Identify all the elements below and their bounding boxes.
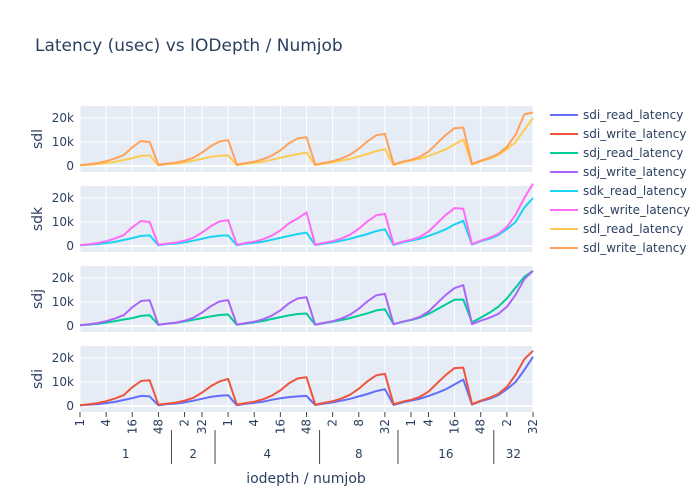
x-tick-label: 32 (526, 419, 540, 434)
x-tick-label: 2 (500, 419, 514, 427)
x-tick-label: 2 (326, 419, 340, 427)
numjob-group-label: 1 (122, 447, 130, 461)
chart-panels: 0 10k 20k sdl 0 10k 20k sdk 0 10k 20k sdj 0 10k 20k sdi (30, 106, 534, 413)
legend-label: sdi_read_latency (583, 108, 683, 122)
numjob-group-label: 2 (189, 447, 197, 461)
x-tick-label: 2 (178, 419, 192, 427)
series-line-sdk-read-latency (79, 197, 534, 247)
y-axis-title: sdi (30, 369, 46, 389)
x-tick-label: 16 (273, 419, 287, 434)
x-axis: 1 4 16 48 2 32 1 4 16 48 2 8 32 1 4 16 48 2 321 2 4 8 16 32 (73, 412, 540, 464)
legend-item-sdk-read-latency[interactable]: sdk_read_latency (550, 184, 687, 198)
series-line-sdj-read-latency (79, 269, 534, 327)
numjob-group-label: 4 (263, 447, 271, 461)
numjob-group-label: 32 (506, 447, 521, 461)
x-tick-label: 1 (73, 419, 87, 427)
panel-3: 0 10k 20k sdj (30, 266, 534, 333)
x-tick-label: 4 (99, 419, 113, 427)
x-tick-label: 1 (221, 419, 235, 427)
y-axis-title: sdk (30, 206, 46, 231)
y-tick-label: 0 (66, 159, 74, 173)
legend-label: sdk_read_latency (583, 184, 687, 198)
x-tick-label: 48 (474, 419, 488, 434)
x-tick-label: 8 (352, 419, 366, 427)
y-tick-label: 10k (52, 375, 74, 389)
legend-item-sdl-read-latency[interactable]: sdl_read_latency (550, 222, 683, 236)
legend-label: sdj_read_latency (583, 146, 683, 160)
y-tick-label: 20k (52, 111, 74, 125)
legend-label: sdl_read_latency (583, 222, 683, 236)
legend-label: sdj_write_latency (583, 165, 686, 179)
x-axis-title: iodepth / numjob (246, 471, 366, 487)
y-tick-label: 10k (52, 295, 74, 309)
x-tick-label: 4 (247, 419, 261, 427)
y-tick-label: 20k (52, 351, 74, 365)
y-tick-label: 20k (52, 191, 74, 205)
numjob-group-label: 8 (355, 447, 363, 461)
x-tick-label: 4 (421, 419, 435, 427)
x-tick-label: 1 (404, 419, 418, 427)
chart-title: Latency (usec) vs IODepth / Numjob (35, 36, 343, 56)
y-axis-title: sdl (30, 129, 46, 149)
legend-label: sdl_write_latency (583, 241, 686, 255)
x-tick-label: 16 (125, 419, 139, 434)
legend-item-sdj-write-latency[interactable]: sdj_write_latency (550, 165, 686, 179)
legend-label: sdk_write_latency (583, 203, 690, 217)
y-tick-label: 10k (52, 135, 74, 149)
x-tick-label: 48 (300, 419, 314, 434)
x-tick-label: 48 (151, 419, 165, 434)
x-tick-label: 32 (195, 419, 209, 434)
series-line-sdi-write-latency (79, 350, 534, 407)
y-tick-label: 0 (66, 319, 74, 333)
series-line-sdi-read-latency (79, 356, 534, 407)
y-tick-label: 20k (52, 271, 74, 285)
panel-1: 0 10k 20k sdl (30, 106, 534, 173)
series-line-sdl-read-latency (79, 117, 534, 167)
legend-item-sdk-write-latency[interactable]: sdk_write_latency (550, 203, 690, 217)
series-line-sdk-write-latency (79, 183, 534, 247)
legend-item-sdl-write-latency[interactable]: sdl_write_latency (550, 241, 686, 255)
x-tick-label: 32 (378, 419, 392, 434)
panel-2: 0 10k 20k sdk (30, 183, 534, 253)
legend-item-sdj-read-latency[interactable]: sdj_read_latency (550, 146, 683, 160)
y-tick-label: 0 (66, 239, 74, 253)
series-line-sdj-write-latency (79, 270, 534, 327)
y-tick-label: 0 (66, 399, 74, 413)
chart-legend: sdi_read_latency sdi_write_latency sdj_rea… (550, 108, 690, 255)
y-tick-label: 10k (52, 215, 74, 229)
legend-item-sdi-read-latency[interactable]: sdi_read_latency (550, 108, 683, 122)
y-axis-title: sdj (30, 289, 46, 309)
series-line-sdl-write-latency (79, 111, 534, 167)
numjob-group-label: 16 (438, 447, 453, 461)
legend-label: sdi_write_latency (583, 127, 686, 141)
panel-4: 0 10k 20k sdi (30, 346, 534, 413)
legend-item-sdi-write-latency[interactable]: sdi_write_latency (550, 127, 686, 141)
x-tick-label: 16 (448, 419, 462, 434)
